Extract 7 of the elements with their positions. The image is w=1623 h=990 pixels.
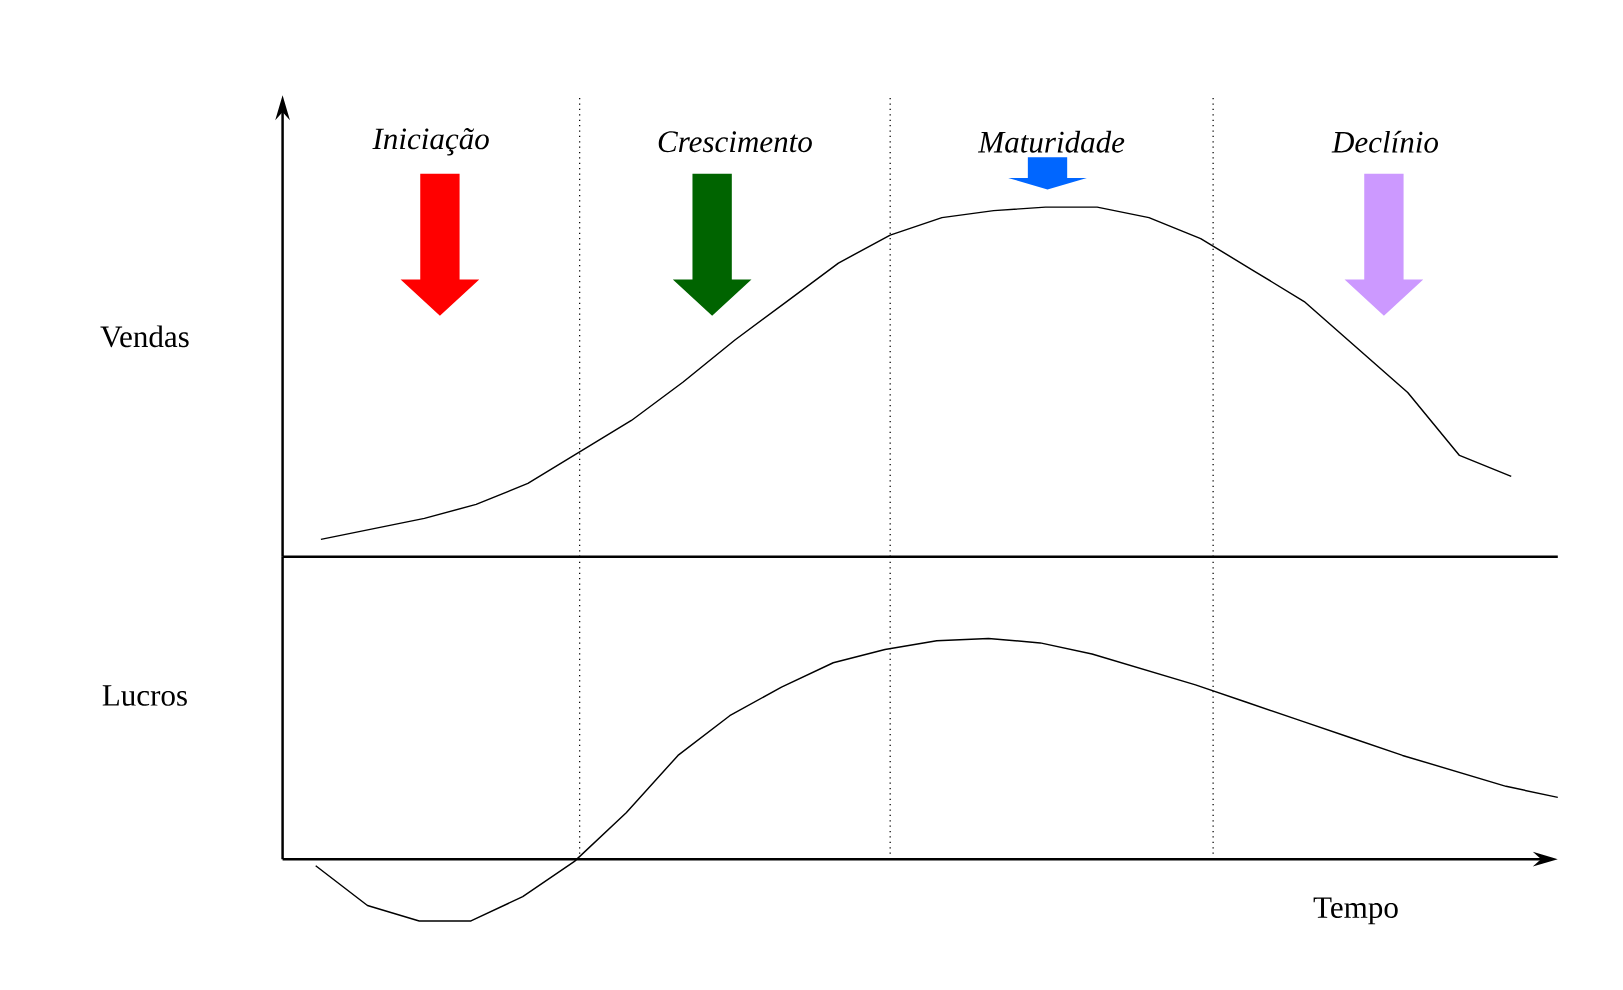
text: Maturidade [977,131,1125,153]
y-axis-title: Vendas [100,325,189,348]
text: Iniciação [372,128,489,156]
x-axis-title: Tempo [1313,897,1398,925]
text: Crescimento [658,131,812,153]
text: Declínio [1331,131,1439,153]
y-axis-title: Lucros [102,685,187,707]
